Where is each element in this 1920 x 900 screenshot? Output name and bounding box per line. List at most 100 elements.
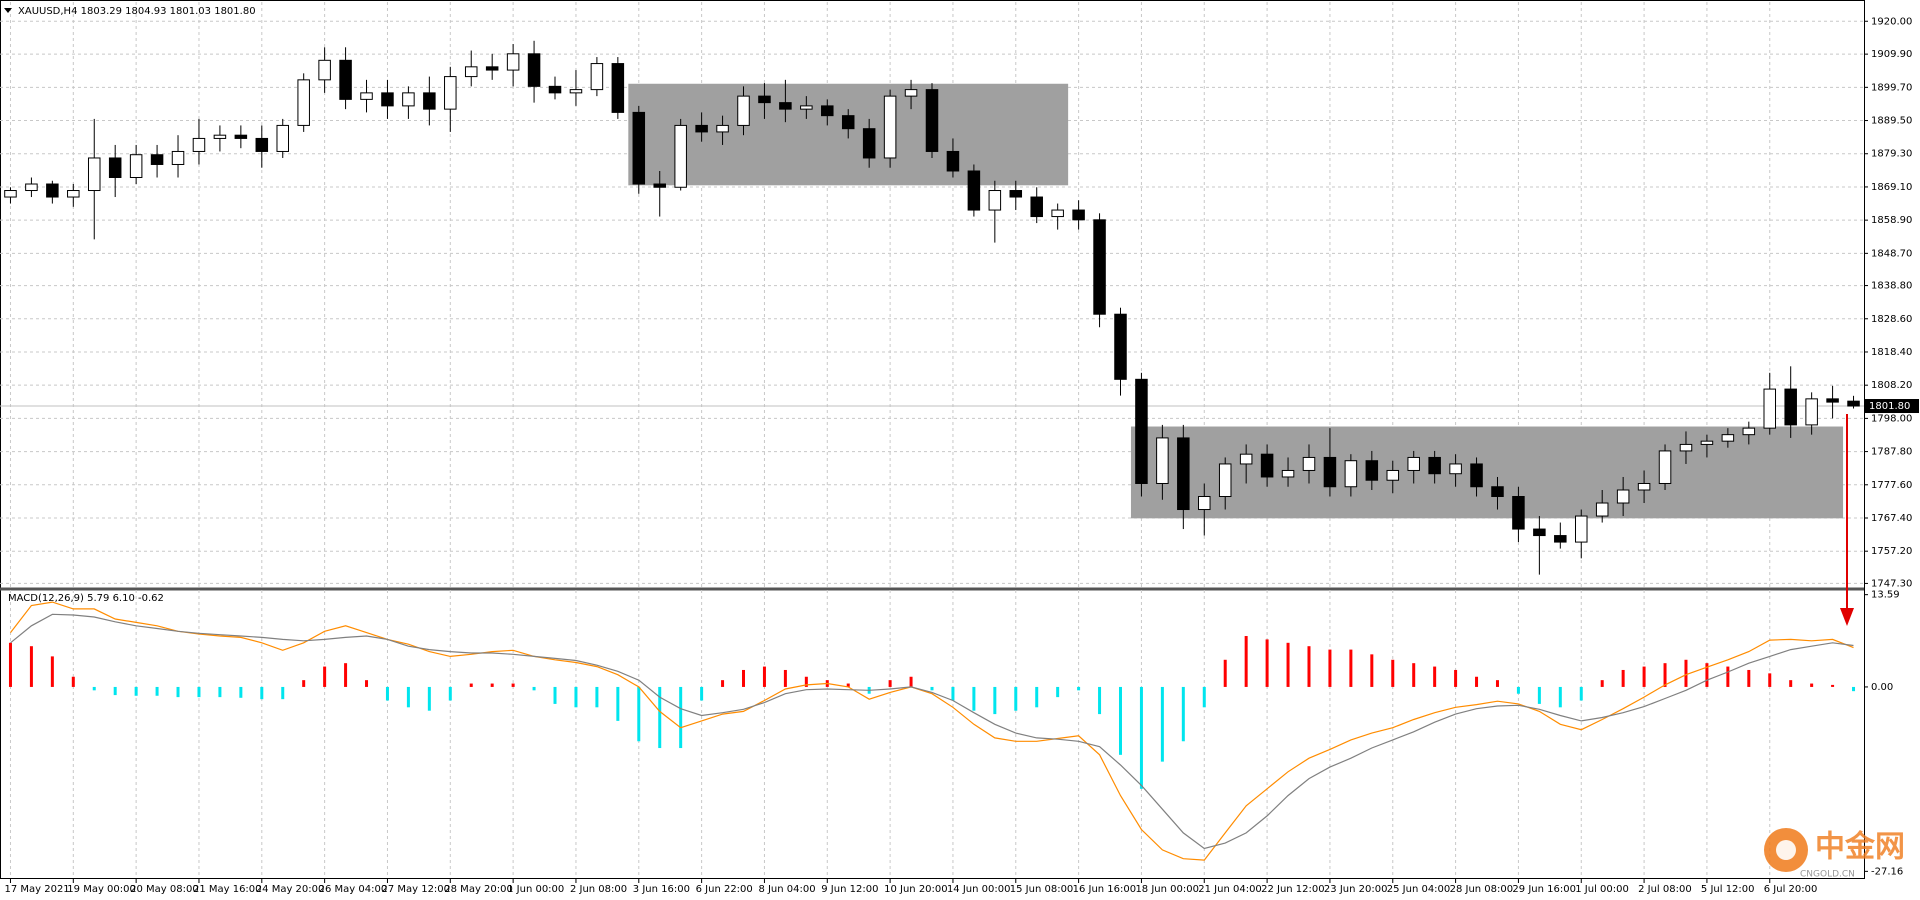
candle-body <box>1637 482 1651 491</box>
candle-body <box>25 183 38 192</box>
last-price-box <box>1865 399 1919 414</box>
macd-histogram-bar <box>742 669 746 687</box>
macd-histogram-bar <box>176 686 180 698</box>
macd-histogram-bar <box>92 686 96 691</box>
candle-body <box>527 53 541 87</box>
macd-histogram-bar <box>218 686 222 698</box>
macd-histogram-bar <box>29 646 33 687</box>
macd-histogram-bar <box>930 686 934 691</box>
x-tick-label: 28 May 20:00 <box>444 884 513 895</box>
macd-histogram-bar <box>1077 686 1081 691</box>
candle-body <box>1470 463 1483 488</box>
candle-body <box>988 190 1002 211</box>
x-tick-label: 1 Jun 00:00 <box>507 884 564 895</box>
y-tick-label: 0.00 <box>1871 682 1893 693</box>
candle-body <box>1093 219 1106 315</box>
macd-histogram-bar <box>281 686 285 700</box>
macd-histogram-bar <box>888 680 892 687</box>
macd-histogram-bar <box>1558 686 1562 708</box>
macd-histogram-bar <box>972 686 976 711</box>
x-tick-label: 22 Jun 12:00 <box>1261 884 1325 895</box>
candle-body <box>758 95 771 104</box>
candle-body <box>464 66 478 78</box>
watermark-logo-inner <box>1776 840 1796 860</box>
candle-body <box>87 157 101 192</box>
candle-body <box>381 92 394 107</box>
y-tick-label: 1909.90 <box>1871 49 1912 60</box>
x-tick-label: 24 May 20:00 <box>256 884 325 895</box>
candle-body <box>171 150 185 165</box>
x-tick-label: 2 Jun 08:00 <box>570 884 627 895</box>
macd-histogram-bar <box>469 683 473 687</box>
candle-body <box>841 115 855 130</box>
candle-body <box>590 63 604 91</box>
y-tick-label: 1798.00 <box>1871 413 1912 424</box>
macd-histogram-bar <box>616 686 620 721</box>
x-tick-label: 17 May 2021 <box>4 884 69 895</box>
y-tick-label: 1808.20 <box>1871 380 1912 391</box>
macd-histogram-bar <box>1370 654 1374 687</box>
macd-histogram-bar <box>1537 686 1541 704</box>
x-tick-label: 29 Jun 16:00 <box>1512 884 1576 895</box>
macd-histogram-bar <box>1118 686 1122 755</box>
macd-histogram-bar <box>1600 680 1604 687</box>
macd-histogram-bar <box>1516 686 1520 694</box>
macd-histogram-bar <box>113 686 117 696</box>
candle-body <box>1700 440 1714 445</box>
candle-body <box>1198 496 1211 511</box>
candle-body <box>150 154 164 165</box>
macd-histogram-bar <box>1852 686 1856 692</box>
macd-histogram-bar <box>1328 649 1332 687</box>
macd-histogram-bar <box>574 686 578 708</box>
candle-body <box>1407 456 1420 471</box>
y-tick-label: 1828.60 <box>1871 314 1912 325</box>
candle-body <box>1721 434 1735 442</box>
y-tick-label: 1787.80 <box>1871 447 1912 458</box>
candle-body <box>883 95 897 159</box>
macd-histogram-bar <box>1789 680 1793 687</box>
macd-histogram-bar <box>511 683 515 687</box>
candle-body <box>1428 456 1441 475</box>
macd-line <box>10 613 1854 850</box>
y-tick-label: 1858.90 <box>1871 215 1912 226</box>
x-tick-label: 20 May 08:00 <box>130 884 199 895</box>
candle-body <box>1826 398 1839 403</box>
y-tick-label: 1777.60 <box>1871 480 1912 491</box>
y-tick-label: 13.59 <box>1871 590 1900 601</box>
price-title: XAUUSD,H4 1803.29 1804.93 1801.03 1801.8… <box>18 6 256 17</box>
candle-body <box>506 53 520 71</box>
candle-body <box>904 89 918 97</box>
macd-histogram-bar <box>1579 686 1583 701</box>
candle-body <box>716 124 729 133</box>
y-tick-label: 1747.30 <box>1871 578 1912 589</box>
macd-histogram-bar <box>50 656 54 687</box>
candle-body <box>1365 460 1379 481</box>
macd-histogram-bar <box>846 683 850 687</box>
x-tick-label: 6 Jul 20:00 <box>1764 884 1818 895</box>
candle-body <box>1323 456 1337 488</box>
candle-body <box>485 66 499 71</box>
macd-histogram-bar <box>1181 686 1185 742</box>
candle-body <box>1554 535 1567 543</box>
x-tick-label: 16 Jun 16:00 <box>1073 884 1137 895</box>
macd-histogram-bar <box>1726 666 1730 687</box>
candle-body <box>1512 496 1525 530</box>
candle-body <box>800 105 813 110</box>
candle-body <box>1051 209 1064 218</box>
macd-histogram-bar <box>1433 666 1437 687</box>
macd-histogram-bar <box>762 666 766 687</box>
y-tick-label: 1920.00 <box>1871 16 1912 27</box>
candle-body <box>339 59 352 100</box>
candle-body <box>297 79 310 126</box>
candle-body <box>674 124 687 188</box>
candle-body <box>192 137 206 152</box>
candle-body <box>1679 443 1693 452</box>
candle-body <box>402 92 415 107</box>
macd-histogram-bar <box>1391 659 1395 687</box>
y-tick-label: 1848.70 <box>1871 248 1912 259</box>
symbol-menu-icon[interactable] <box>4 8 12 13</box>
macd-histogram-bar <box>323 666 327 687</box>
macd-histogram-bar <box>1286 642 1290 687</box>
macd-histogram-bar <box>1495 680 1499 687</box>
